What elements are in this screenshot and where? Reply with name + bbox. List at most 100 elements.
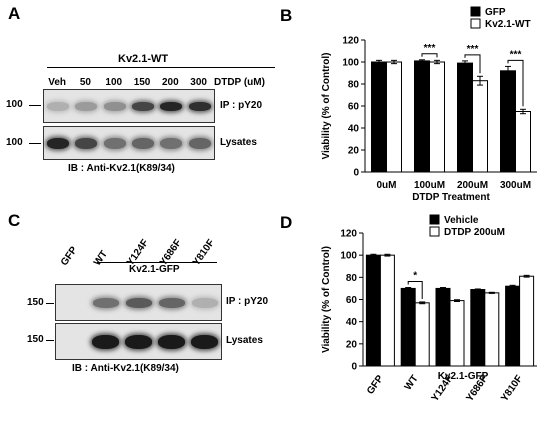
x-tick-label: 300uM	[500, 180, 531, 191]
x-tick-label: 0uM	[377, 180, 397, 191]
chart-b: B 0 20 40 60 80 100 120 Viability (% of Control)…	[280, 6, 537, 203]
panel-a-title: Kv2.1-WT	[118, 53, 169, 65]
y-tick-label: 100	[342, 58, 359, 69]
panel-letter: B	[280, 6, 292, 25]
significance-label: ***	[510, 49, 522, 60]
y-tick-label: 80	[348, 80, 360, 91]
bar	[500, 70, 516, 173]
y-tick-label: 60	[346, 295, 358, 306]
legend-swatch	[470, 18, 481, 29]
significance-bracket	[507, 59, 524, 107]
panel-letter: D	[280, 213, 292, 232]
blot-band	[47, 137, 70, 149]
panel-a-mw-lysate: 100	[6, 137, 23, 148]
panel-a-blot-lysates	[43, 126, 215, 160]
panel-c-mw-lysate: 150	[27, 334, 44, 345]
panel-c-mw-tick	[46, 340, 54, 341]
blot-band	[47, 101, 70, 111]
blot-band	[103, 137, 126, 149]
bar	[515, 111, 531, 173]
bar	[435, 287, 451, 367]
y-axis-label: Viability (% of Control)	[321, 246, 332, 353]
y-tick-label: 0	[353, 168, 359, 179]
panel-c: C GFP WT Y124F Y686F Y810F Kv2.1-GFP 150 150…	[0, 205, 275, 433]
blot-band	[188, 101, 211, 111]
blot-band	[125, 297, 152, 308]
panel-c-blot-ip	[55, 284, 222, 321]
x-tick-label: 100uM	[414, 180, 445, 191]
panel-a-mw-ip: 100	[6, 99, 23, 110]
panel-a: A Kv2.1-WT Veh 50 100 150 200 300 DTDP (uM) 1…	[0, 0, 275, 210]
y-tick-label: 40	[346, 317, 358, 328]
panel-c-lane-label: Y810F	[190, 237, 217, 268]
blot-band	[132, 137, 155, 149]
y-tick-label: 80	[346, 273, 358, 284]
chart-d: D 0 20 40 60 80 100 120 Viability (% of Control)…	[280, 213, 537, 404]
panel-c-row-label-lysates: Lysates	[226, 335, 263, 346]
panel-a-lane-label: 200	[161, 77, 179, 88]
panel-a-row-label-ip: IP : pY20	[220, 100, 263, 111]
y-tick-label: 20	[346, 339, 358, 350]
panel-a-dose-label: DTDP (uM)	[214, 77, 265, 88]
y-tick-label: 120	[340, 229, 357, 240]
x-tick-label: 200uM	[457, 180, 488, 191]
y-tick-label: 20	[348, 146, 360, 157]
bar	[371, 61, 387, 173]
blot-band	[103, 101, 126, 111]
panel-a-lane-label: 100	[105, 77, 123, 88]
bar	[400, 287, 416, 367]
y-tick-label: 120	[342, 36, 359, 47]
blot-band	[188, 137, 211, 149]
legend-label: GFP	[485, 7, 506, 18]
y-axis-label: Viability (% of Control)	[321, 52, 332, 159]
significance-bracket	[464, 54, 481, 74]
blot-band	[160, 137, 183, 149]
blot-band	[132, 101, 155, 111]
legend-swatch	[429, 226, 440, 237]
panel-c-letter: C	[8, 211, 21, 230]
panel-a-row-label-lysates: Lysates	[220, 137, 257, 148]
bar	[449, 300, 465, 367]
bar	[484, 292, 500, 367]
bar	[519, 275, 535, 367]
panel-a-lane-label: Veh	[48, 77, 67, 88]
bar	[379, 254, 395, 367]
panel-a-title-line	[47, 67, 275, 68]
panel-a-letter: A	[8, 4, 21, 23]
blot-band	[75, 137, 98, 149]
bar	[472, 80, 488, 173]
significance-bracket	[421, 53, 438, 58]
legend-swatch	[429, 214, 440, 225]
panel-c-row-label-ip: IP : pY20	[226, 296, 269, 307]
panel-c-lane-label: GFP	[58, 244, 80, 268]
blot-band	[92, 297, 119, 308]
legend-label: DTDP 200uM	[444, 227, 505, 238]
blot-band	[191, 297, 218, 308]
panel-a-lane-label: 300	[190, 77, 207, 88]
y-tick-label: 0	[351, 362, 357, 373]
panel-c-group-line	[97, 262, 217, 263]
legend-label: Vehicle	[444, 215, 479, 226]
x-tick-label: GFP	[365, 373, 386, 396]
bar	[414, 302, 430, 367]
significance-label: *	[413, 271, 417, 282]
panel-c-lane-label: WT	[91, 248, 110, 268]
blot-band	[92, 334, 119, 349]
blot-band	[191, 334, 218, 349]
bar	[386, 61, 402, 173]
panel-b: B 0 20 40 60 80 100 120 Viability (% of Control)…	[275, 0, 550, 210]
blot-band	[75, 101, 98, 111]
blot-band	[158, 334, 185, 349]
bar	[505, 285, 521, 367]
panel-c-blot-lysates	[55, 323, 222, 360]
bar	[470, 289, 486, 367]
y-tick-label: 100	[340, 251, 357, 262]
y-tick-label: 40	[348, 124, 360, 135]
panel-a-mw-tick	[29, 105, 41, 106]
panel-d: D 0 20 40 60 80 100 120 Viability (% of Control)…	[275, 205, 550, 433]
blot-band	[160, 101, 183, 111]
x-tick-label: Y810F	[499, 373, 525, 403]
bar	[457, 62, 473, 173]
panel-c-mw-tick	[46, 303, 54, 304]
panel-c-ib-label: IB : Anti-Kv2.1(K89/34)	[72, 363, 179, 374]
